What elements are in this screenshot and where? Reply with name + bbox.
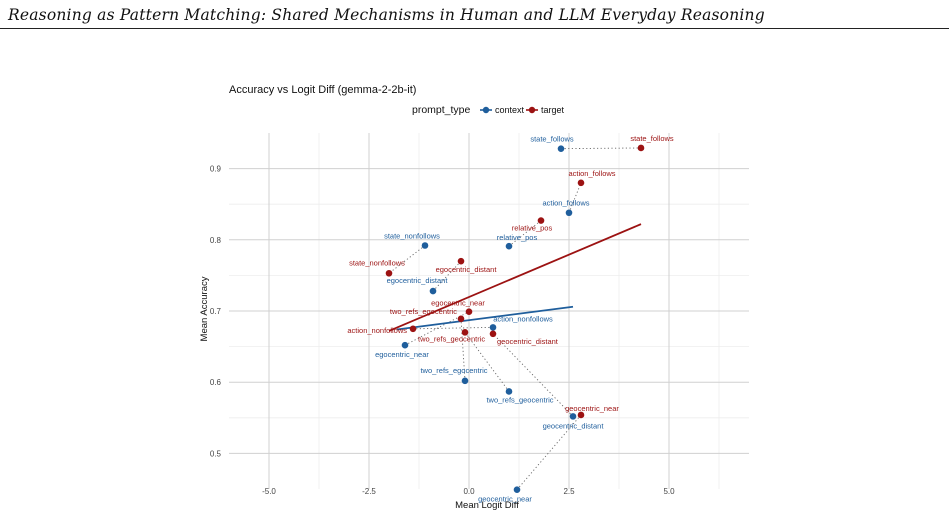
y-tick-label: 0.6 (210, 378, 222, 387)
point-context-action_follows (565, 209, 573, 217)
x-tick-label: 2.5 (563, 487, 575, 496)
point-context-geocentric_distant (569, 413, 577, 420)
label-context-action_nonfollows: action_nonfollows (493, 314, 553, 323)
header-rule (0, 28, 949, 29)
point-labels: state_follows action_follows state_nonfoll… (347, 134, 674, 504)
legend-entry-context: context (495, 105, 525, 115)
point-context-state_follows (557, 145, 565, 152)
data-points (385, 144, 645, 494)
label-target-two_refs_egocentric: two_refs_egocentric (390, 307, 457, 316)
x-tick-label: -2.5 (362, 487, 376, 496)
point-target-relative_pos (537, 217, 545, 224)
label-target-two_refs_geocentric: two_refs_geocentric (418, 334, 485, 343)
trend-lines (388, 223, 642, 332)
point-context-two_refs_geocentric (505, 388, 513, 395)
legend: prompt_type context target (412, 104, 565, 116)
point-target-egocentric_near (465, 308, 473, 316)
point-target-two_refs_egocentric (457, 315, 465, 323)
point-target-geocentric_near (577, 411, 585, 419)
point-context-geocentric_near (513, 486, 521, 494)
point-target-action_nonfollows (409, 325, 417, 333)
chart-title: Accuracy vs Logit Diff (gemma-2-2b-it) (229, 84, 416, 96)
legend-key-marker (482, 106, 490, 114)
label-context-geocentric_distant: geocentric_distant (543, 421, 605, 430)
label-target-action_follows: action_follows (568, 169, 615, 178)
legend-key-marker (528, 106, 536, 114)
running-header: Reasoning as Pattern Matching: Shared Me… (8, 6, 765, 24)
grid-major (229, 133, 749, 489)
point-context-egocentric_distant (429, 287, 437, 295)
point-context-two_refs_egocentric (461, 377, 469, 385)
point-target-geocentric_distant (489, 330, 497, 338)
y-tick-label: 0.5 (210, 449, 222, 458)
label-target-geocentric_distant: geocentric_distant (497, 337, 559, 346)
point-target-egocentric_distant (457, 257, 465, 265)
point-target-two_refs_geocentric (461, 329, 469, 336)
label-context-relative_pos: relative_pos (497, 233, 538, 242)
label-context-action_follows: action_follows (542, 199, 589, 208)
label-context-state_nonfollows: state_nonfollows (384, 231, 440, 240)
y-tick-label: 0.9 (210, 165, 222, 174)
label-context-two_refs_egocentric: two_refs_egocentric (420, 366, 487, 375)
label-target-geocentric_near: geocentric_near (565, 404, 619, 413)
x-tick-label: -5.0 (262, 487, 276, 496)
connector-action_nonfollows (412, 326, 494, 330)
y-tick-label: 0.7 (210, 307, 222, 316)
trend-line-context (396, 305, 574, 331)
point-context-action_nonfollows (489, 324, 497, 331)
label-target-action_nonfollows: action_nonfollows (347, 326, 407, 335)
label-context-geocentric_near: geocentric_near (478, 495, 532, 504)
connector-state_follows (560, 147, 642, 150)
y-axis-ticks: 0.5 0.6 0.7 0.8 0.9 (210, 165, 222, 459)
label-context-two_refs_geocentric: two_refs_geocentric (486, 395, 553, 404)
connectors (388, 147, 642, 491)
label-context-egocentric_near: egocentric_near (375, 350, 429, 359)
x-tick-label: 5.0 (663, 487, 675, 496)
label-target-relative_pos: relative_pos (512, 224, 553, 233)
label-target-egocentric_distant: egocentric_distant (436, 265, 498, 274)
legend-entry-target: target (541, 105, 565, 115)
label-target-state_nonfollows: state_nonfollows (349, 258, 405, 267)
legend-title: prompt_type (412, 104, 471, 116)
point-context-state_nonfollows (421, 242, 429, 249)
connector-state_nonfollows (388, 245, 426, 274)
x-tick-label: 0.0 (463, 487, 475, 496)
point-target-state_follows (637, 144, 645, 152)
label-target-egocentric_near: egocentric_near (431, 299, 485, 308)
connector-egocentric_near (404, 311, 470, 346)
y-axis-label: Mean Accuracy (199, 276, 210, 341)
label-context-state_follows: state_follows (530, 135, 574, 144)
y-tick-label: 0.8 (210, 236, 222, 245)
x-axis-ticks: -5.0 -2.5 0.0 2.5 5.0 (262, 487, 675, 496)
point-target-state_nonfollows (385, 269, 393, 277)
point-context-egocentric_near (401, 341, 409, 349)
label-context-egocentric_distant: egocentric_distant (387, 276, 449, 285)
point-target-action_follows (577, 179, 585, 187)
connector-geocentric_distant (492, 333, 574, 417)
point-context-relative_pos (505, 242, 513, 250)
connector-two_refs_geocentric (464, 332, 510, 392)
trend-line-target (388, 223, 642, 332)
label-target-state_follows: state_follows (630, 134, 674, 143)
x-axis-label: Mean Logit Diff (455, 500, 519, 511)
